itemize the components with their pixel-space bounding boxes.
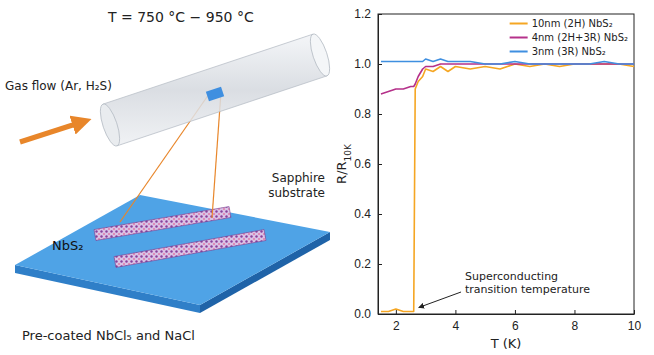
tube-end [96,102,123,148]
y-tick: 0.0 [354,307,382,321]
y-tick-mark [378,314,382,315]
x-tick: 4 [453,310,460,333]
y-tick-mark [378,14,382,15]
series-lines [381,59,634,312]
x-tick-label: 2 [393,319,400,333]
y-tick: 0.6 [354,157,382,171]
nbs2-ribbon [94,207,231,241]
legend-swatch [510,37,528,39]
y-tick-label: 0.0 [354,307,371,321]
y-tick-mark [378,164,382,165]
figure: T = 750 °C − 950 °C Gas flow (Ar, H₂S) NbS… [0,0,654,355]
x-tick-mark [396,310,397,314]
gas-arrow [20,122,82,142]
x-axis-line [379,314,635,315]
x-tick-mark [574,310,575,314]
x-tick: 10 [628,310,642,333]
y-tick: 1.0 [354,57,382,71]
x-tick-label: 4 [453,319,460,333]
tube-end [306,32,333,78]
series-line [381,59,634,64]
legend-swatch [510,51,528,53]
legend-swatch [510,23,528,25]
y-tick-mark [378,264,382,265]
legend-item: 4nm (2H+3R) NbS₂ [510,32,628,43]
annotation-arrow [419,292,461,308]
x-tick-mark [455,310,456,314]
x-tick-mark [634,310,635,314]
x-tick-label: 6 [512,319,519,333]
y-tick-label: 0.8 [354,107,371,121]
x-axis-title: T (K) [490,336,522,351]
y-axis-title: R/R10K [334,143,353,184]
y-tick-label: 0.2 [354,257,371,271]
y-tick-label: 0.4 [354,207,371,221]
series-line [381,64,634,312]
x-tick: 2 [393,310,400,333]
y-tick: 0.8 [354,107,382,121]
sample [206,87,224,102]
y-tick-mark [378,64,382,65]
y-tick-label: 1.2 [354,7,371,21]
chart: 2 4 6 8 10 0.0 0.2 0.4 0.6 0.8 1.0 1.2 T (K) R/R10K 10… [334,7,641,351]
substrate [15,195,330,305]
furnace-tube [103,34,327,146]
legend-label: 4nm (2H+3R) NbS₂ [532,32,628,43]
x-tick-mark [515,310,516,314]
x-tick-label: 10 [628,319,642,333]
temperature-label: T = 750 °C − 950 °C [107,9,254,25]
x-tick: 6 [512,310,519,333]
x-axis: 2 4 6 8 10 [379,310,642,333]
legend-item: 3nm (3R) NbS₂ [510,46,606,57]
material-label: NbS₂ [52,238,83,253]
y-tick-mark [378,214,382,215]
y-tick: 0.4 [354,207,382,221]
y-tick-mark [378,114,382,115]
x-tick-label: 8 [572,319,579,333]
synthesis-diagram: T = 750 °C − 950 °C Gas flow (Ar, H₂S) NbS… [5,9,334,343]
y-tick-label: 1.0 [354,57,371,71]
legend-label: 3nm (3R) NbS₂ [532,46,606,57]
series-line [381,64,634,94]
gas-flow-label: Gas flow (Ar, H₂S) [5,79,112,93]
legend-item: 10nm (2H) NbS₂ [510,18,613,29]
y-axis: 0.0 0.2 0.4 0.6 0.8 1.0 1.2 [354,7,382,321]
substrate-label: Sapphiresubstrate [268,171,325,200]
precursor-label: Pre-coated NbCl₅ and NaCl [22,328,195,343]
legend: 10nm (2H) NbS₂ 4nm (2H+3R) NbS₂ 3nm (3R) N… [510,18,628,57]
x-tick: 8 [572,310,579,333]
plot-frame [378,14,634,314]
annotation: Superconductingtransition temperature [465,270,590,296]
nbs2-ribbon [114,230,266,268]
legend-label: 10nm (2H) NbS₂ [532,18,613,29]
y-tick: 1.2 [354,7,382,21]
y-tick-label: 0.6 [354,157,371,171]
y-tick: 0.2 [354,257,382,271]
